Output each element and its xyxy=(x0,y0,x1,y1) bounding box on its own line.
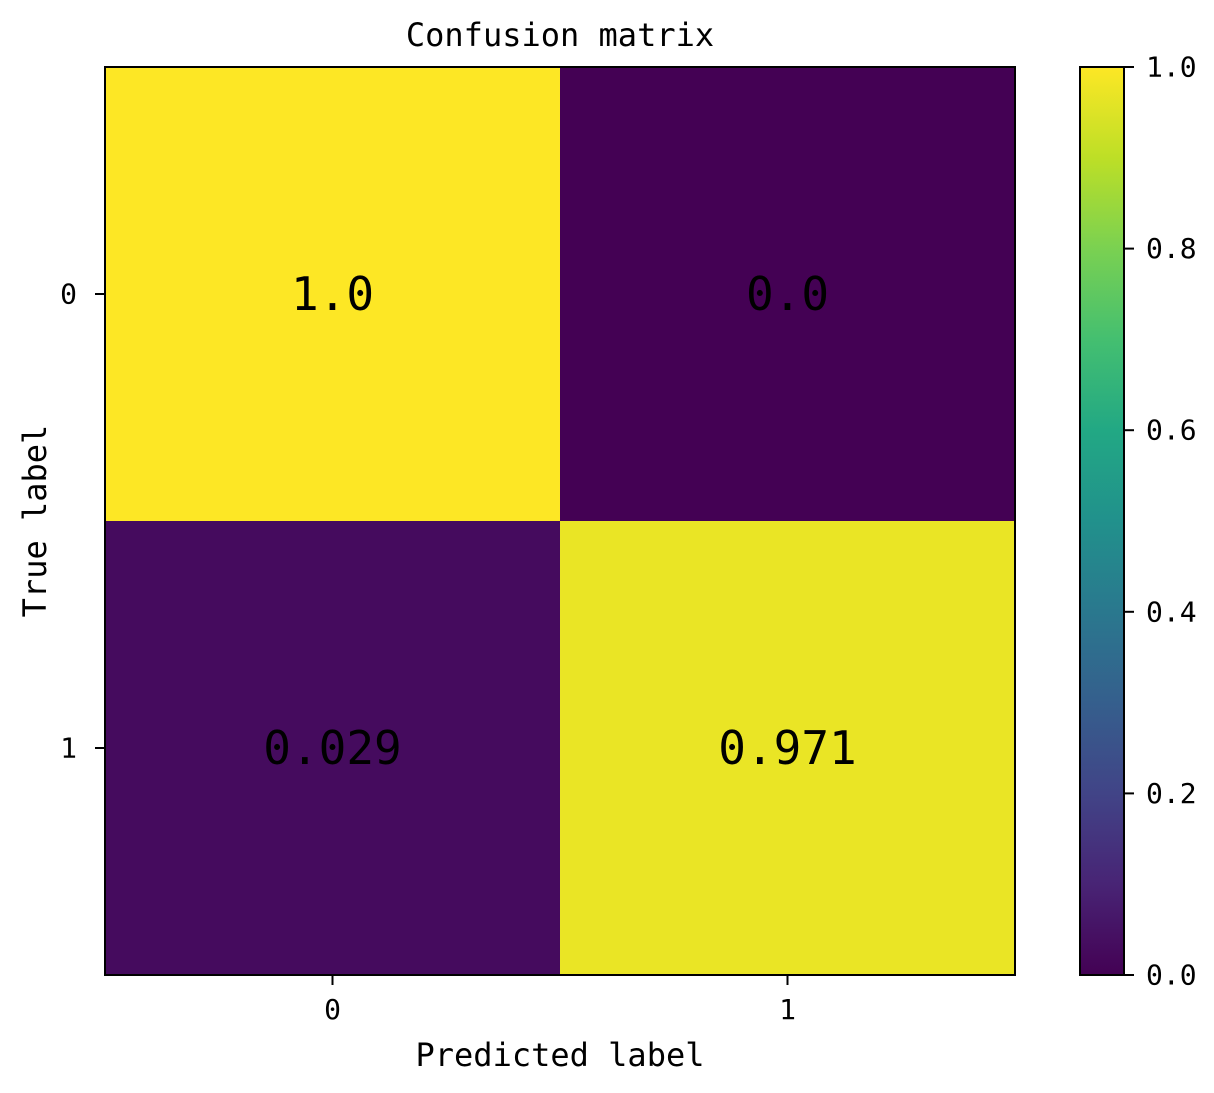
plot-frame xyxy=(104,66,1016,976)
heatmap-cell xyxy=(105,521,560,975)
colorbar-tick-label: 0.6 xyxy=(1146,414,1197,447)
colorbar-ticks: 0.0 0.2 0.4 0.6 0.8 1.0 xyxy=(1124,51,1197,992)
y-axis-label: True label xyxy=(16,425,54,618)
x-tick-label: 1 xyxy=(779,993,796,1026)
colorbar-tick-label: 0.2 xyxy=(1146,777,1197,810)
x-axis-label: Predicted label xyxy=(416,1036,705,1074)
cell-value-label: 0.971 xyxy=(718,721,856,775)
heatmap-cell xyxy=(560,67,1015,521)
cell-value-label: 1.0 xyxy=(291,267,374,321)
y-tick-label: 1 xyxy=(60,732,77,765)
heatmap-cells: 1.0 0.0 0.029 0.971 xyxy=(105,67,1015,975)
chart-title: Confusion matrix xyxy=(406,16,714,54)
heatmap-cell xyxy=(560,521,1015,975)
y-axis-ticks: 01 xyxy=(60,278,105,765)
y-tick-label: 0 xyxy=(60,278,77,311)
cell-value-label: 0.029 xyxy=(263,721,401,775)
cell-value-label: 0.0 xyxy=(746,267,829,321)
colorbar-tick-label: 1.0 xyxy=(1146,51,1197,84)
colorbar-tick-label: 0.8 xyxy=(1146,232,1197,265)
x-tick-label: 0 xyxy=(324,993,341,1026)
heatmap-cell xyxy=(105,67,560,521)
colorbar-tick-label: 0.0 xyxy=(1146,959,1197,992)
colorbar-tick-label: 0.4 xyxy=(1146,595,1197,628)
colorbar-gradient xyxy=(1080,67,1124,975)
colorbar-frame xyxy=(1079,66,1125,976)
